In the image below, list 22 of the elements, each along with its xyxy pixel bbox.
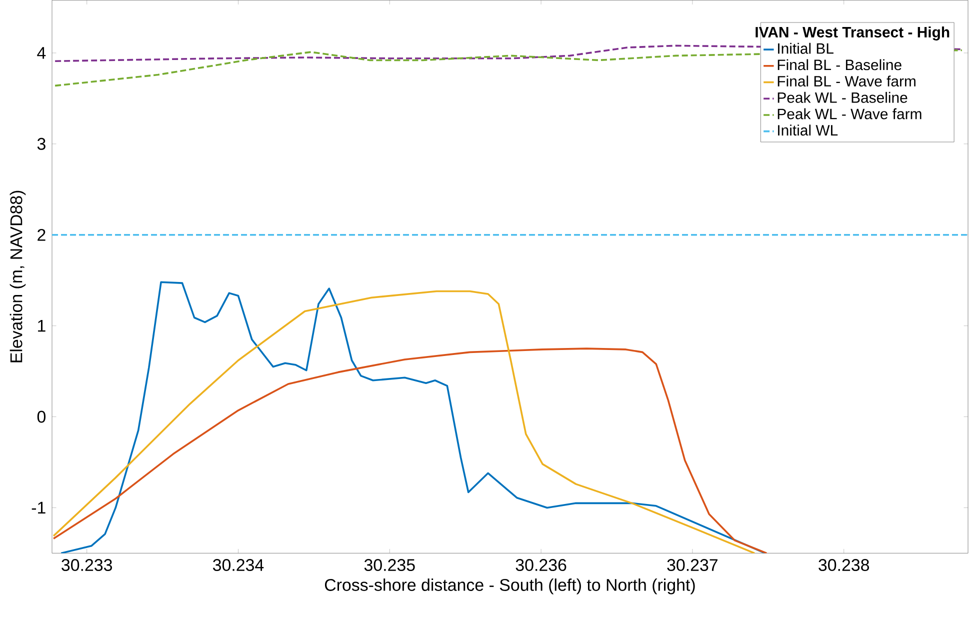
- legend-label: Final BL - Baseline: [778, 59, 902, 70]
- y-tick-label: 4: [37, 47, 46, 59]
- legend-label: Final BL - Wave farm: [778, 75, 916, 86]
- x-tick-label: 30.235: [364, 558, 415, 571]
- x-tick-label: 30.237: [667, 558, 718, 571]
- legend-label: Peak WL - Wave farm: [778, 108, 922, 120]
- y-tick-label: 1: [38, 320, 46, 332]
- y-tick-label: -1: [32, 502, 46, 514]
- legend-label: Initial WL: [778, 124, 838, 136]
- x-axis-title: Cross-shore distance - South (left) to North (right): [324, 578, 695, 594]
- legend-title: IVAN - West Transect - High: [756, 26, 950, 40]
- y-tick-label: 3: [37, 138, 46, 150]
- x-tick-label: 30.234: [212, 558, 264, 571]
- legend-label: Peak WL - Baseline: [778, 92, 908, 103]
- y-tick-label: 0: [37, 410, 46, 423]
- legend-label: Initial BL: [778, 42, 834, 54]
- y-tick-label: 2: [38, 228, 46, 241]
- y-axis-title: Elevation (m, NAVD88): [10, 190, 26, 362]
- x-tick-label: 30.233: [62, 558, 112, 571]
- x-tick-label: 30.238: [818, 558, 870, 571]
- x-tick-label: 30.236: [516, 558, 566, 571]
- line-series: [52, 348, 768, 554]
